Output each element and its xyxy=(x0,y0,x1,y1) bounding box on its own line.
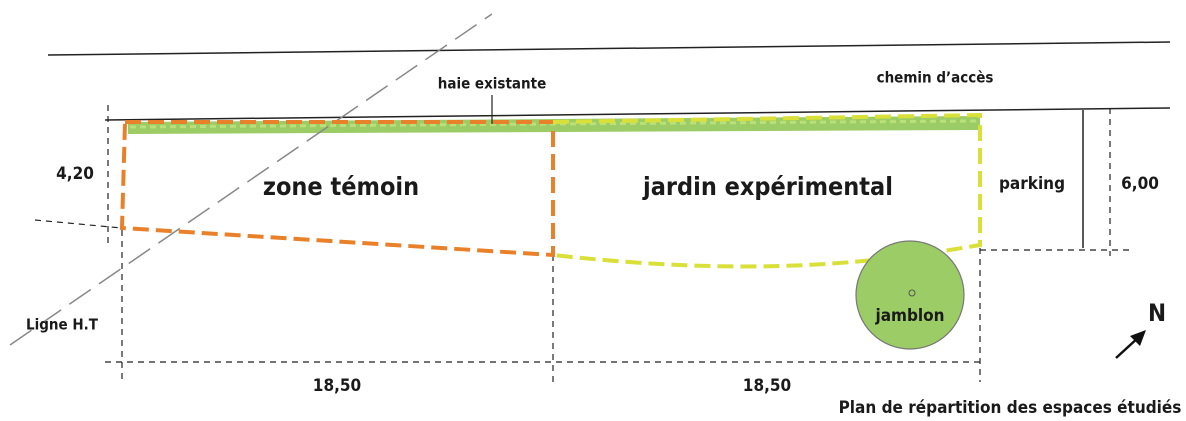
length-label: 18,50 xyxy=(313,376,361,396)
dimension-lines xyxy=(34,105,1130,382)
north-arrow-head xyxy=(1130,330,1146,346)
garden-zone xyxy=(552,112,982,269)
tree-label: jamblon xyxy=(874,306,944,326)
north-label: N xyxy=(1148,299,1166,327)
power-line-label: Ligne H.T xyxy=(26,316,99,334)
control-zone xyxy=(119,120,555,258)
path-label: chemin d’accès xyxy=(877,69,994,87)
length-label: 18,50 xyxy=(743,376,791,396)
tree-trunk xyxy=(908,289,916,297)
parking-label: parking xyxy=(999,174,1065,194)
power-line xyxy=(9,13,493,346)
width-label: 6,00 xyxy=(1121,174,1159,194)
road-edge xyxy=(47,41,1171,56)
caption: Plan de répartition des espaces étudiés xyxy=(839,398,1182,418)
hedge-label: haie existante xyxy=(438,75,546,93)
zone-label: jardin expérimental xyxy=(642,172,893,201)
road-edge xyxy=(104,107,1171,121)
zone-label: zone témoin xyxy=(263,172,419,201)
width-label: 4,20 xyxy=(56,164,94,184)
